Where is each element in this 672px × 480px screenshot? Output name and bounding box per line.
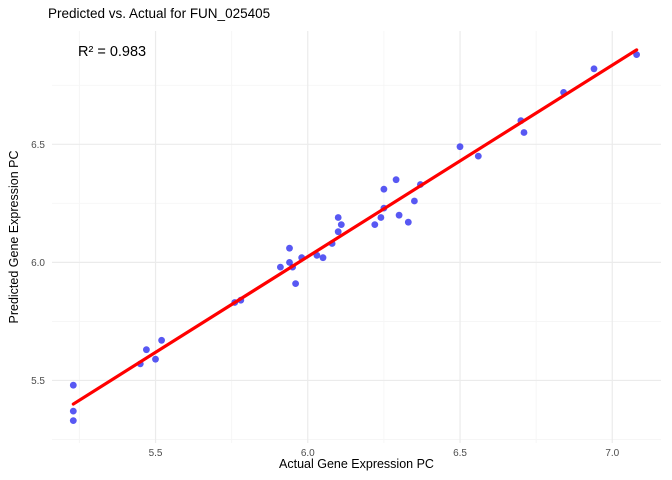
data-point	[395, 211, 403, 219]
y-tick-label: 6.0	[31, 258, 45, 269]
data-point	[292, 280, 299, 287]
x-tick-label: 7.0	[605, 448, 619, 459]
data-point	[377, 214, 385, 221]
x-tick-label: 6.0	[301, 448, 315, 459]
data-point	[334, 214, 342, 221]
data-point	[474, 152, 482, 160]
data-point	[380, 185, 388, 193]
data-point	[286, 244, 293, 252]
data-point	[152, 355, 159, 363]
chart-title: Predicted vs. Actual for FUN_025405	[48, 6, 271, 21]
data-point	[337, 221, 345, 229]
data-point	[520, 129, 528, 136]
x-tick-label: 6.5	[453, 448, 467, 459]
data-point	[590, 65, 598, 73]
data-point	[143, 346, 150, 354]
data-point	[456, 143, 464, 151]
data-point	[69, 407, 77, 415]
data-point	[404, 218, 412, 226]
data-point	[319, 254, 327, 262]
data-point	[334, 228, 342, 236]
data-point	[277, 263, 284, 271]
data-point	[411, 197, 418, 205]
data-point	[371, 221, 379, 229]
y-tick-label: 5.5	[31, 376, 45, 387]
regression-line	[71, 48, 639, 406]
y-tick-label: 6.5	[31, 140, 45, 151]
data-point	[633, 51, 640, 58]
y-axis-title: Predicted Gene Expression PC	[7, 150, 21, 324]
data-point	[69, 381, 77, 389]
data-point	[392, 176, 400, 184]
r-squared-annotation: R² = 0.983	[78, 44, 147, 60]
x-tick-label: 5.5	[149, 448, 163, 459]
data-point	[158, 336, 166, 344]
data-point	[69, 417, 77, 424]
x-axis-title: Actual Gene Expression PC	[279, 457, 434, 471]
